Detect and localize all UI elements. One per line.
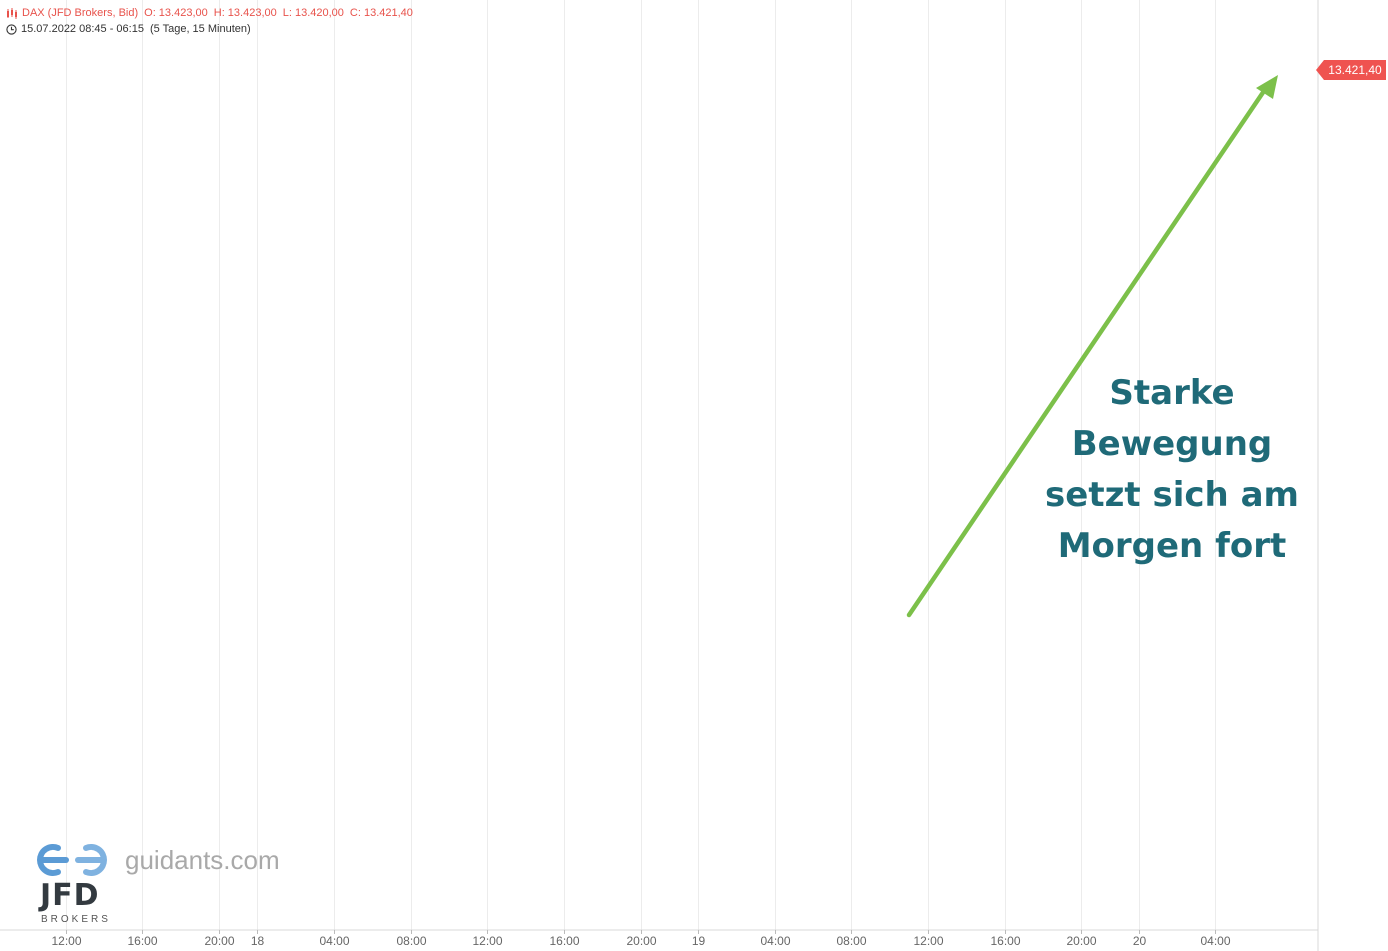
chart-header-quote: DAX (JFD Brokers, Bid) O: 13.423,00 H: 13.… [6, 6, 419, 20]
x-axis: 12:00 16:00 20:00 18 04:00 08:00 12:00 16:00 20:… [0, 929, 1318, 948]
watermark-site: guidants.com [125, 845, 280, 875]
y-axis: 12.500,0012.550,0012.600,0012.650,0012.7… [1317, 0, 1319, 951]
open-value: O: 13.423,00 [144, 7, 208, 19]
x-tick-label: 20:00 [204, 934, 234, 948]
x-tick-label: 20:00 [1066, 934, 1096, 948]
candlestick-icon [7, 7, 17, 19]
date-range: 15.07.2022 08:45 - 06:15 [21, 23, 144, 35]
x-tick-label: 16:00 [549, 934, 579, 948]
period-label: (5 Tage, 15 Minuten) [149, 23, 251, 35]
annotation-line: Morgen fort [1057, 526, 1287, 566]
chart-header-range: 15.07.2022 08:45 - 06:15 (5 Tage, 15 Minu… [6, 22, 257, 36]
x-tick-label: 08:00 [836, 934, 866, 948]
x-tick-label: 12:00 [913, 934, 943, 948]
annotation-text: Starke Bewegung setzt sich am Morgen for… [1030, 368, 1314, 572]
x-tick-label: 12:00 [51, 934, 81, 948]
x-tick-label: 18 [251, 934, 265, 948]
instrument-name: DAX (JFD Brokers, Bid) [22, 7, 139, 19]
grid [66, 0, 1216, 930]
broker-logo: JFD [40, 878, 100, 913]
trend-arrow-line [906, 85, 1269, 618]
x-tick-label: 16:00 [127, 934, 157, 948]
guidants-logo-icon [37, 844, 107, 876]
annotation-line: setzt sich am [1045, 475, 1299, 515]
clock-icon [6, 23, 17, 35]
low-value: L: 13.420,00 [282, 7, 344, 19]
x-tick-label: 19 [692, 934, 706, 948]
annotation-line: Bewegung [1071, 424, 1273, 464]
trend-arrow [906, 75, 1278, 618]
x-tick-label: 04:00 [1200, 934, 1230, 948]
x-tick-label: 16:00 [990, 934, 1020, 948]
annotation-line: Starke [1109, 373, 1235, 413]
x-tick-label: 08:00 [396, 934, 426, 948]
x-tick-label: 04:00 [319, 934, 349, 948]
x-tick-label: 20 [1133, 934, 1147, 948]
close-value: C: 13.421,40 [349, 7, 413, 19]
x-tick-label: 12:00 [472, 934, 502, 948]
x-tick-label: 04:00 [760, 934, 790, 948]
last-price-label: 13.421,40 [1316, 60, 1386, 80]
x-tick-label: 20:00 [626, 934, 656, 948]
high-value: H: 13.423,00 [213, 7, 277, 19]
broker-logo-sub: BROKERS [41, 914, 111, 925]
trend-arrow-head [1256, 75, 1278, 99]
